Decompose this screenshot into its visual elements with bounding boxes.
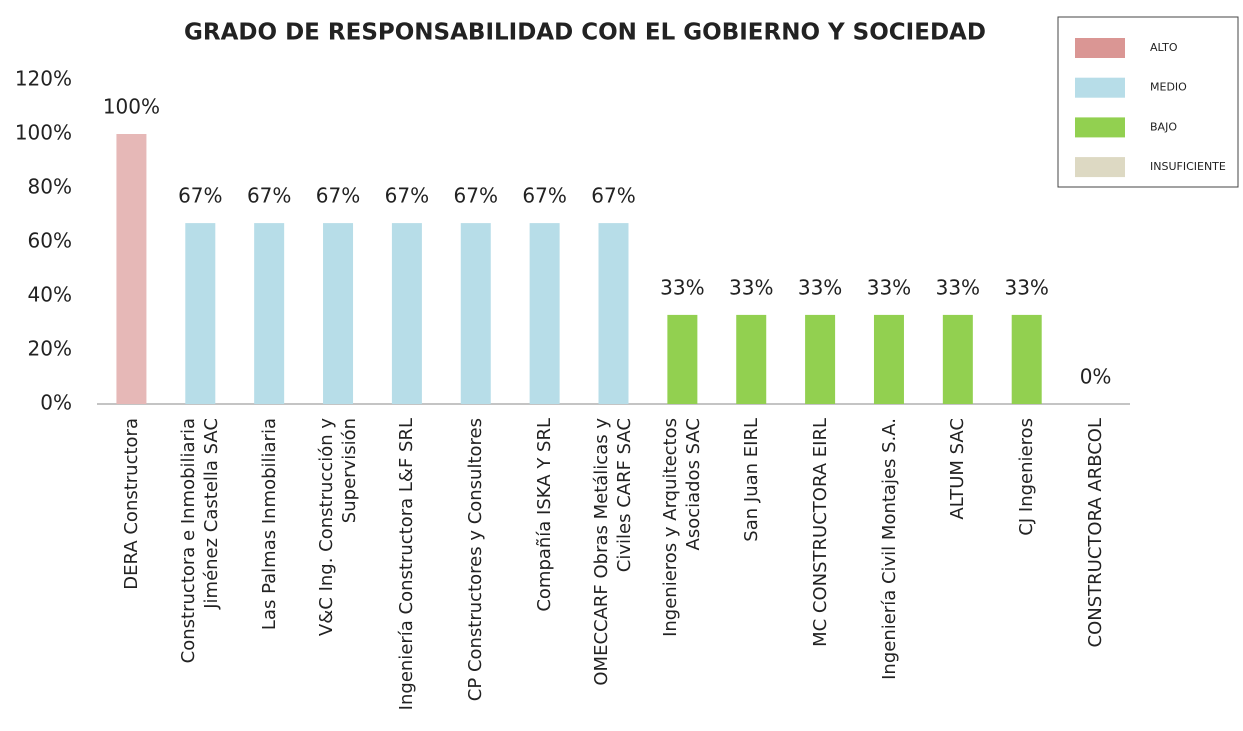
y-tick-label: 0%: [40, 391, 72, 415]
bar: [667, 314, 698, 404]
bar: [323, 223, 354, 404]
chart-title: GRADO DE RESPONSABILIDAD CON EL GOBIERNO…: [184, 20, 986, 46]
bar: [254, 223, 285, 404]
value-label: 67%: [247, 184, 291, 208]
value-label: 67%: [454, 184, 498, 208]
y-tick-label: 80%: [28, 175, 72, 199]
x-tick-label: Ingeniería Civil Montajes S.A.: [878, 418, 900, 680]
x-tick-label: OMECCARF Obras Metálicas y Civiles CARF …: [591, 418, 636, 686]
legend-label: MEDIO: [1150, 81, 1187, 94]
value-label: 67%: [178, 184, 222, 208]
x-tick-label: San Juan EIRL: [740, 418, 762, 542]
x-tick-label: V&C Ing. Construcción y Supervisión: [316, 418, 361, 637]
legend-label: ALTO: [1150, 41, 1178, 54]
value-label: 33%: [798, 275, 842, 299]
y-tick-label: 60%: [28, 229, 72, 253]
bar: [873, 314, 904, 404]
bar: [185, 223, 216, 404]
y-tick-label: 100%: [15, 121, 72, 145]
legend-swatch: [1075, 117, 1125, 138]
value-label: 33%: [660, 275, 704, 299]
bar: [942, 314, 973, 404]
value-label: 100%: [103, 95, 160, 119]
value-label: 0%: [1080, 365, 1112, 389]
x-tick-label: Compañía ISKA Y SRL: [534, 418, 556, 612]
x-tick-label: DERA Constructora: [120, 418, 142, 590]
value-label: 67%: [385, 184, 429, 208]
bar: [116, 134, 147, 404]
x-tick-label: CONSTRUCTORA ARBCOL: [1085, 418, 1107, 648]
legend-label: BAJO: [1150, 120, 1177, 133]
x-tick-label: Ingenieros y Arquitectos Asociados SAC: [660, 418, 705, 637]
legend-swatch: [1075, 77, 1125, 98]
x-tick-label: MC CONSTRUCTORA EIRL: [809, 418, 831, 647]
bar: [598, 223, 629, 404]
legend-label: INSUFICIENTE: [1150, 160, 1226, 173]
x-tick-label: CJ Ingenieros: [1016, 418, 1038, 536]
value-label: 33%: [729, 275, 773, 299]
bar: [391, 223, 422, 404]
bar: [529, 223, 560, 404]
x-tick-label: Ingeniería Constructora L&F SRL: [396, 418, 418, 711]
x-tick-label: Constructora e Inmobiliaria Jiménez Cast…: [178, 418, 223, 664]
y-tick-label: 20%: [28, 337, 72, 361]
value-label: 33%: [936, 275, 980, 299]
x-tick-label: Las Palmas Inmobiliaria: [258, 418, 280, 631]
value-label: 33%: [1004, 275, 1048, 299]
bar: [460, 223, 491, 404]
y-tick-label: 120%: [15, 67, 72, 91]
bar: [1011, 314, 1042, 404]
value-label: 67%: [591, 184, 635, 208]
x-tick-label: ALTUM SAC: [947, 418, 969, 520]
value-label: 33%: [867, 275, 911, 299]
value-label: 67%: [522, 184, 566, 208]
legend-swatch: [1075, 157, 1125, 178]
value-label: 67%: [316, 184, 360, 208]
legend-swatch: [1075, 38, 1125, 58]
y-tick-label: 40%: [28, 283, 72, 307]
bar: [736, 314, 767, 404]
x-tick-label: CP Constructores y Consultores: [465, 418, 487, 702]
bar: [805, 314, 836, 404]
